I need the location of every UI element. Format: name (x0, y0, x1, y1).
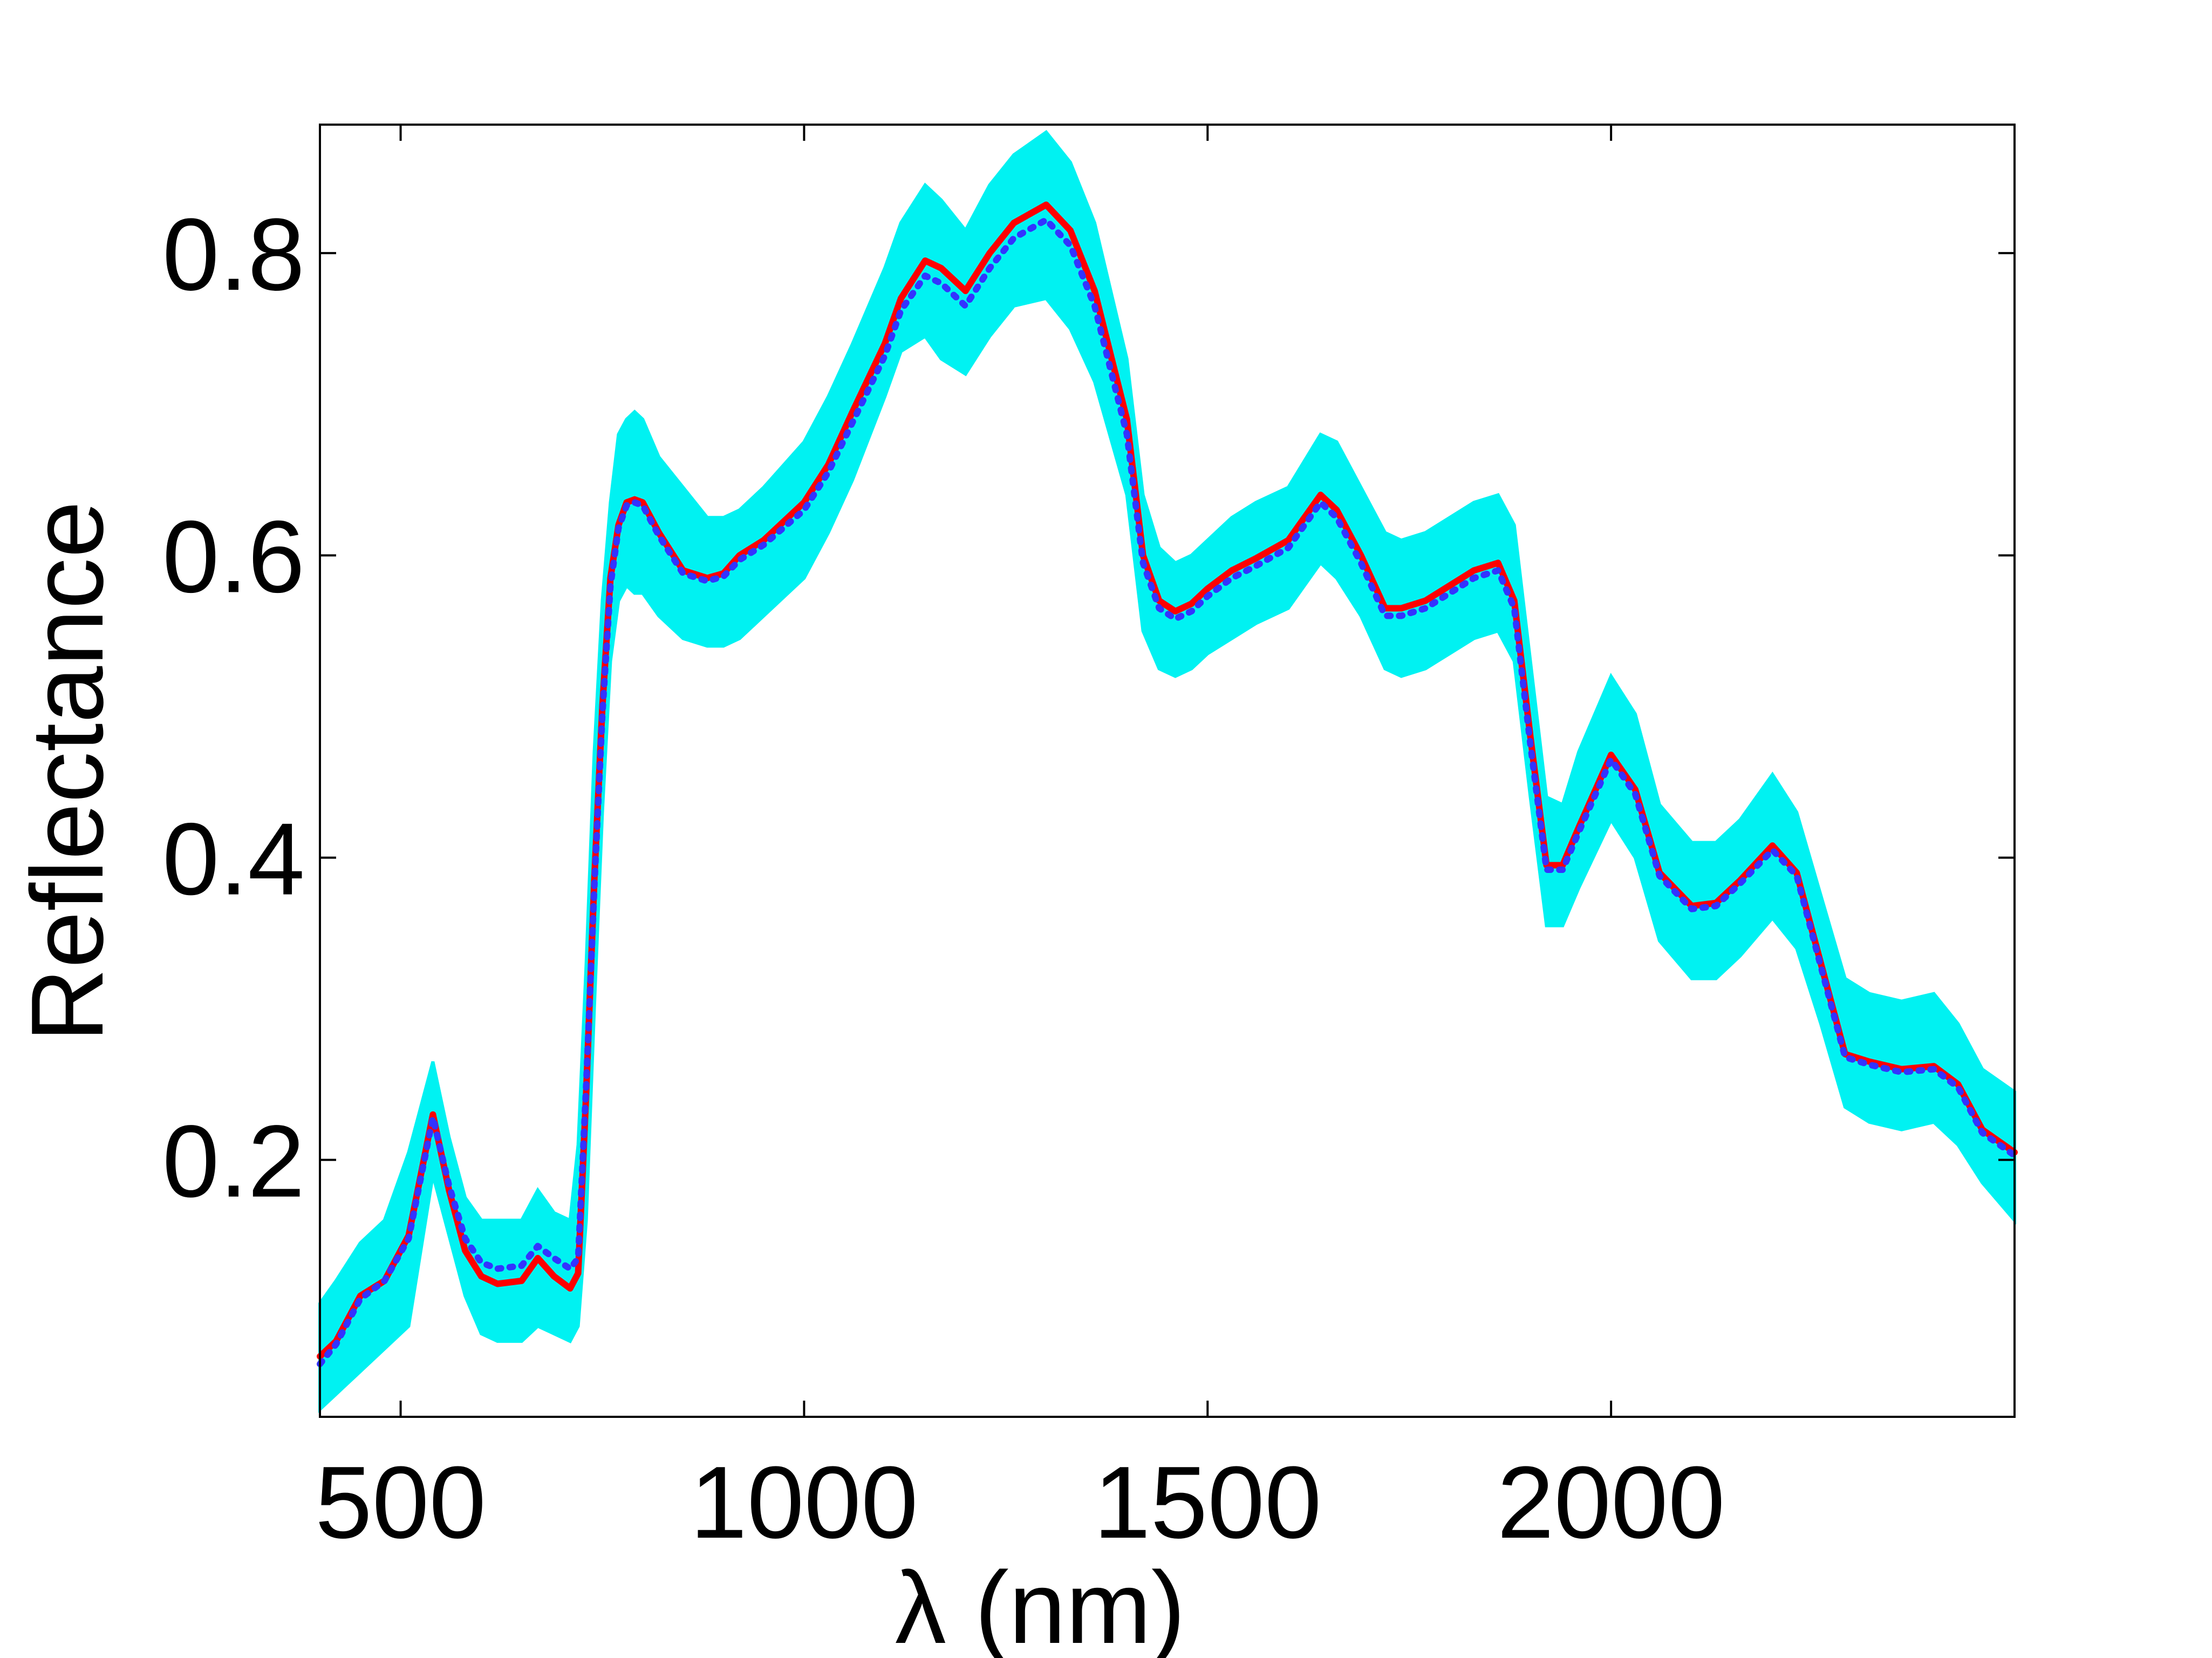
x-tick-label: 2000 (1497, 1445, 1725, 1560)
y-axis-label: Reflectance (10, 501, 125, 1042)
mean-spectrum-line-dotted (317, 216, 2018, 1367)
y-tick-label: 0.2 (162, 1104, 305, 1219)
x-tick-label: 1000 (690, 1445, 918, 1560)
x-tick-label: 1500 (1094, 1445, 1322, 1560)
x-axis-label: λ (nm) (895, 1551, 1185, 1658)
reflectance-lines (317, 201, 2018, 1367)
axis-ticks (320, 125, 2015, 1417)
x-tick-labels: 500 1000 1500 2000 (315, 1445, 1725, 1560)
y-tick-label: 0.4 (162, 802, 305, 917)
plot-frame (319, 124, 2016, 1418)
y-tick-label: 0.6 (162, 500, 305, 614)
x-tick-label: 500 (315, 1445, 486, 1560)
y-tick-labels: 0.2 0.4 0.6 0.8 (162, 197, 305, 1219)
y-tick-label: 0.8 (162, 197, 305, 312)
